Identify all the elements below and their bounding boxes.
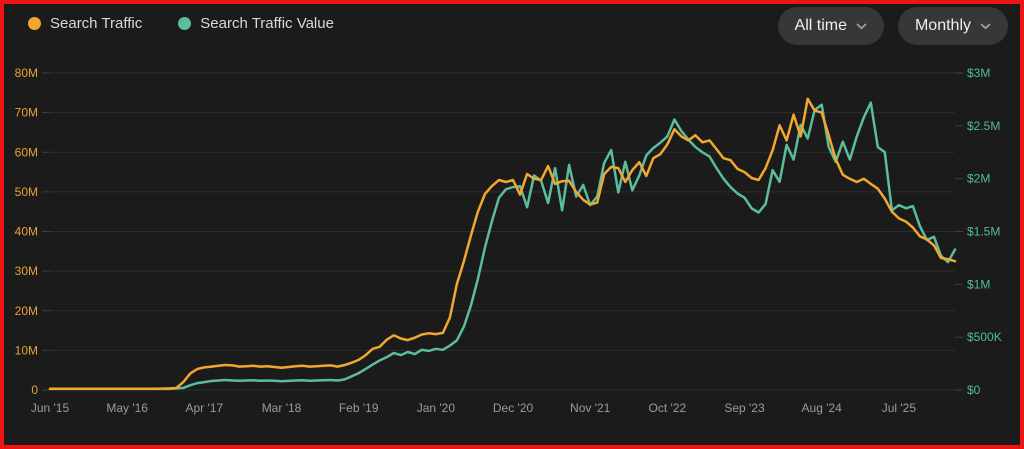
time-range-dropdown[interactable]: All time bbox=[777, 7, 884, 45]
chevron-down-icon bbox=[856, 23, 867, 29]
series-line-search-traffic bbox=[48, 97, 957, 391]
left-axis-tick-label: 40M bbox=[15, 225, 38, 239]
search-traffic-swatch-icon bbox=[28, 17, 41, 30]
left-axis-tick-label: 10M bbox=[15, 343, 38, 357]
left-axis-tick-label: 80M bbox=[15, 66, 38, 80]
chevron-down-icon bbox=[980, 23, 991, 29]
x-axis-tick-label: Nov '21 bbox=[570, 401, 611, 415]
x-axis-tick-label: Sep '23 bbox=[724, 401, 765, 415]
series-line-search-traffic-value bbox=[48, 101, 957, 391]
right-axis-tick-label: $0 bbox=[967, 383, 981, 397]
search-traffic-value-swatch-icon bbox=[178, 17, 192, 30]
legend-item-search-traffic-value: Search Traffic Value bbox=[178, 15, 334, 32]
legend-label-search-traffic-value: Search Traffic Value bbox=[200, 15, 334, 32]
right-axis-tick-label: $1M bbox=[967, 277, 990, 291]
left-axis-tick-label: 50M bbox=[15, 185, 38, 199]
time-range-value: All time bbox=[794, 17, 847, 34]
right-axis-tick-label: $3M bbox=[967, 66, 990, 80]
legend: Search Traffic Search Traffic Value bbox=[28, 15, 334, 32]
right-axis-tick-label: $2M bbox=[967, 172, 990, 186]
x-axis-tick-label: Mar '18 bbox=[262, 401, 302, 415]
left-axis-tick-label: 60M bbox=[15, 145, 38, 159]
right-axis-tick-label: $1.5M bbox=[967, 225, 1000, 239]
left-axis-tick-label: 30M bbox=[15, 264, 38, 278]
x-axis-tick-label: Apr '17 bbox=[186, 401, 224, 415]
granularity-dropdown[interactable]: Monthly bbox=[897, 7, 1008, 45]
x-axis-tick-label: Aug '24 bbox=[802, 401, 843, 415]
x-axis-tick-label: Feb '19 bbox=[339, 401, 379, 415]
legend-label-search-traffic: Search Traffic bbox=[50, 15, 143, 32]
left-axis-tick-label: 70M bbox=[15, 106, 38, 120]
x-axis-tick-label: Jun '15 bbox=[31, 401, 70, 415]
legend-item-search-traffic: Search Traffic bbox=[28, 15, 142, 32]
chart-controls: All time Monthly bbox=[777, 7, 1008, 45]
right-axis-tick-label: $2.5M bbox=[967, 119, 1000, 133]
x-axis-tick-label: Dec '20 bbox=[493, 401, 534, 415]
x-axis-tick-label: Jul '25 bbox=[882, 401, 917, 415]
left-axis-tick-label: 20M bbox=[15, 304, 38, 318]
x-axis-tick-label: Jan '20 bbox=[417, 401, 456, 415]
right-axis-tick-label: $500K bbox=[967, 330, 1002, 344]
granularity-value: Monthly bbox=[914, 17, 971, 34]
left-axis-tick-label: 0 bbox=[31, 383, 38, 397]
x-axis-tick-label: Oct '22 bbox=[649, 401, 687, 415]
x-axis-tick-label: May '16 bbox=[106, 401, 148, 415]
